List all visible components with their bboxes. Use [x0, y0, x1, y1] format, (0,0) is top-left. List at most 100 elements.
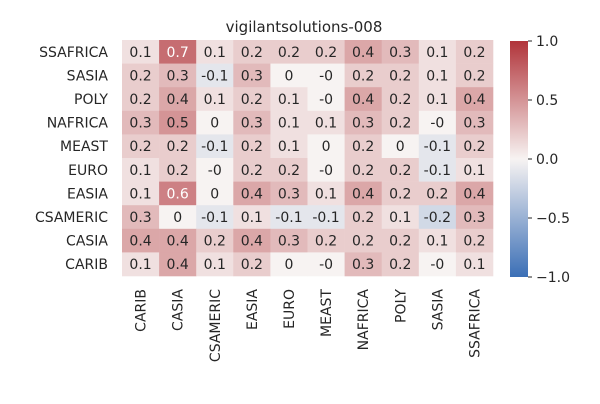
heatmap-cell — [233, 63, 271, 88]
column-tick-label: CASIA — [171, 289, 187, 331]
heatmap-cell — [159, 87, 197, 112]
cell-value-label: -0.1 — [201, 210, 228, 226]
cell-value-label: 0.2 — [389, 68, 411, 84]
cell-value-label: 0.2 — [389, 163, 411, 179]
cell-value-label: 0.3 — [241, 68, 263, 84]
heatmap-cell — [418, 158, 457, 182]
chart-title: vigilantsolutions-008 — [226, 18, 383, 36]
cell-value-label: 0.1 — [315, 116, 337, 132]
heatmap-cell — [122, 63, 160, 88]
heatmap-cell — [381, 110, 420, 135]
cell-value-label: 0 — [210, 186, 219, 202]
cell-value-label: 0.2 — [315, 234, 337, 250]
heatmap-cell — [196, 252, 234, 277]
heatmap-cell — [381, 158, 420, 182]
heatmap-cell — [159, 63, 197, 88]
cell-value-label: -0.1 — [201, 68, 228, 84]
cell-value-label: 0.1 — [204, 92, 226, 108]
heatmap-cell — [455, 63, 494, 88]
cell-value-label: 0 — [284, 68, 293, 84]
heatmap-cell — [233, 205, 271, 230]
cell-value-label: 0.2 — [463, 139, 485, 155]
column-tick-label: SASIA — [430, 289, 446, 331]
cell-value-label: 0.3 — [241, 116, 263, 132]
heatmap-cell — [233, 110, 271, 135]
cell-value-label: 0.1 — [278, 139, 300, 155]
cell-value-label: 0.2 — [278, 45, 300, 61]
heatmap-cell — [196, 205, 234, 230]
cell-value-label: 0.2 — [352, 163, 374, 179]
heatmap-cell — [233, 134, 271, 159]
cell-value-label: -0 — [319, 92, 333, 108]
cell-value-label: 0.1 — [204, 45, 226, 61]
heatmap-cell — [307, 205, 345, 230]
row-tick-label: EURO — [68, 163, 108, 179]
cell-value-label: 0 — [396, 139, 405, 155]
colorbar-tick-label: −1.0 — [536, 270, 570, 286]
heatmap-cell — [344, 110, 382, 135]
cell-value-label: -0.1 — [424, 139, 451, 155]
colorbar-tick-label: −0.5 — [536, 211, 570, 227]
cell-value-label: -0 — [319, 257, 333, 273]
cell-value-label: 0.4 — [463, 186, 485, 202]
cell-value-label: 0.2 — [389, 92, 411, 108]
heatmap-cell — [270, 181, 308, 206]
cell-value-label: 0.1 — [426, 234, 448, 250]
column-tick-label: CSAMERIC — [208, 289, 224, 362]
cell-value-label: 0.2 — [315, 45, 337, 61]
heatmap-cell — [270, 87, 308, 112]
heatmap-cell — [307, 181, 345, 206]
cell-value-label: 0.2 — [129, 139, 151, 155]
heatmap-cell — [344, 63, 382, 88]
cell-value-label: 0.3 — [463, 210, 485, 226]
cell-value-label: 0.1 — [241, 210, 263, 226]
heatmap-cell — [159, 252, 197, 277]
heatmap-cell — [455, 158, 494, 182]
colorbar-tick-label: 1.0 — [536, 34, 558, 50]
heatmap-cell — [418, 63, 457, 88]
column-tick-label: POLY — [393, 289, 409, 323]
heatmap-cell — [344, 158, 382, 182]
column-tick-label: MEAST — [319, 289, 335, 337]
row-tick-label: CARIB — [65, 257, 108, 273]
heatmap-cell — [196, 228, 234, 253]
heatmap-cell — [381, 40, 420, 64]
heatmap-cell — [381, 205, 420, 230]
cell-value-label: 0.2 — [463, 68, 485, 84]
cell-value-label: 0.2 — [352, 68, 374, 84]
cell-value-label: 0.4 — [167, 234, 189, 250]
heatmap-cell — [270, 158, 308, 182]
heatmap-cell — [233, 87, 271, 112]
heatmap-cell — [159, 158, 197, 182]
heatmap-cell — [270, 134, 308, 159]
row-tick-label: POLY — [74, 92, 108, 108]
cell-value-label: 0.1 — [426, 68, 448, 84]
heatmap-cell — [196, 40, 234, 64]
heatmap-cell — [307, 228, 345, 253]
heatmap-cell — [344, 205, 382, 230]
colorbar-tick-label: 0.5 — [536, 93, 558, 109]
heatmap-cell — [418, 110, 457, 135]
cell-value-label: 0.1 — [315, 186, 337, 202]
cell-value-label: 0.2 — [167, 163, 189, 179]
cell-value-label: 0.1 — [129, 163, 151, 179]
heatmap-cell — [270, 228, 308, 253]
heatmap-cell — [455, 40, 494, 64]
colorbar: 1.0 0.5 0.0 −0.5 −1.0 — [510, 34, 570, 286]
cell-value-label: 0.2 — [352, 139, 374, 155]
cell-value-label: 0.4 — [241, 186, 263, 202]
cell-value-label: 0.1 — [426, 45, 448, 61]
heatmap-cell — [418, 181, 457, 206]
heatmap-cell — [196, 63, 234, 88]
heatmap-cell — [122, 252, 160, 277]
heatmap-cell — [381, 252, 420, 277]
cell-value-label: 0.2 — [204, 234, 226, 250]
cell-value-label: 0.3 — [389, 45, 411, 61]
heatmap-cell — [381, 228, 420, 253]
cell-value-label: 0.2 — [278, 163, 300, 179]
heatmap-cell — [307, 134, 345, 159]
row-tick-label: CASIA — [66, 234, 108, 250]
cell-value-label: 0.1 — [129, 45, 151, 61]
heatmap-cell — [270, 40, 308, 64]
